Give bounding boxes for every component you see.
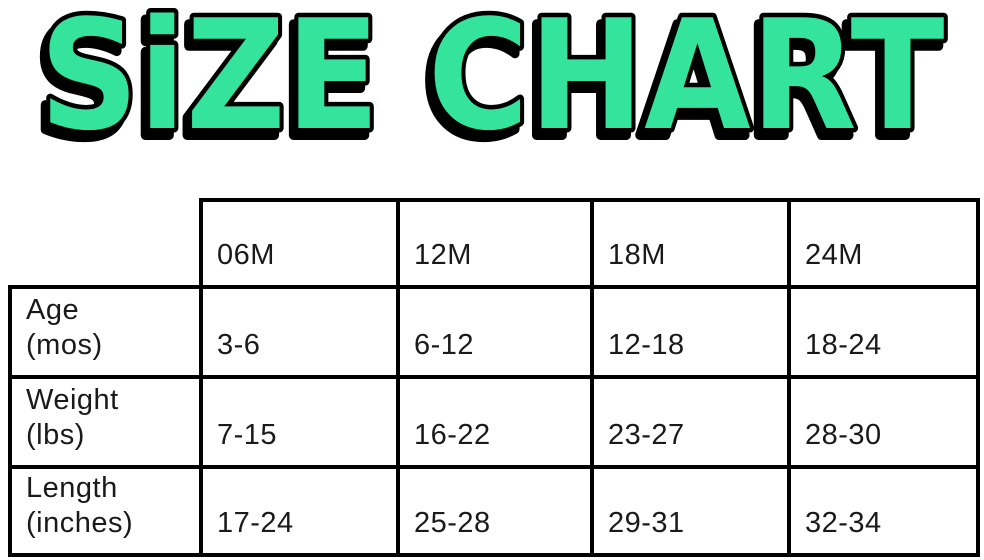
cell-age-24m: 18-24 <box>787 285 980 379</box>
cell-age-12m: 6-12 <box>396 285 594 379</box>
table-row-weight: Weight (lbs) 7-15 16-22 23-27 28-30 <box>8 375 980 469</box>
cell-age-06m: 3-6 <box>199 285 400 379</box>
table-row-length: Length (inches) 17-24 25-28 29-31 32-34 <box>8 465 980 557</box>
title-graphic: SiZE CHART SiZE CHART <box>30 0 950 175</box>
row-label-line2: (lbs) <box>26 419 85 452</box>
cell-age-18m: 12-18 <box>590 285 791 379</box>
column-header-12m: 12M <box>396 198 594 289</box>
table-header-row: 06M 12M 18M 24M <box>10 198 980 289</box>
row-label-line1: Age <box>26 294 80 327</box>
row-label-line2: (inches) <box>26 507 134 540</box>
cell-weight-06m: 7-15 <box>199 375 400 469</box>
cell-weight-18m: 23-27 <box>590 375 791 469</box>
row-label-weight: Weight (lbs) <box>8 375 203 469</box>
cell-length-24m: 32-34 <box>787 465 980 557</box>
corner-cell <box>10 200 201 287</box>
row-label-age: Age (mos) <box>8 285 203 379</box>
size-table: 06M 12M 18M 24M Age (mos) 3-6 6-12 12-18… <box>8 198 980 557</box>
row-label-line1: Weight <box>26 384 119 417</box>
column-header-24m: 24M <box>787 198 980 289</box>
row-label-length: Length (inches) <box>8 465 203 557</box>
cell-weight-24m: 28-30 <box>787 375 980 469</box>
cell-weight-12m: 16-22 <box>396 375 594 469</box>
page-title: SiZE CHART SiZE CHART <box>0 0 984 175</box>
row-label-line1: Length <box>26 472 118 505</box>
column-header-18m: 18M <box>590 198 791 289</box>
cell-length-12m: 25-28 <box>396 465 594 557</box>
title-text: SiZE CHART <box>40 0 945 164</box>
cell-length-06m: 17-24 <box>199 465 400 557</box>
column-header-06m: 06M <box>199 198 400 289</box>
title-shadow-text: SiZE CHART <box>35 0 940 171</box>
table-row-age: Age (mos) 3-6 6-12 12-18 18-24 <box>8 285 980 379</box>
cell-length-18m: 29-31 <box>590 465 791 557</box>
row-label-line2: (mos) <box>26 329 103 362</box>
